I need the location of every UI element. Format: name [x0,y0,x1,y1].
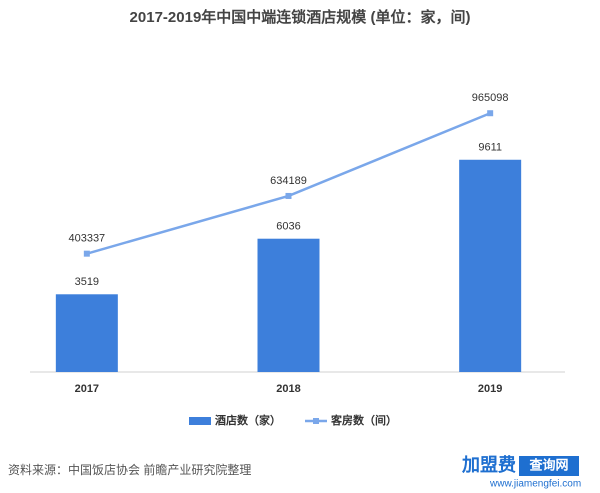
logo-brand: 加盟费 [461,455,516,475]
logo-tag: 查询网 [528,457,568,472]
bar-value-label: 6036 [276,221,300,233]
line-marker [83,250,90,257]
logo-box [519,456,579,476]
bar [459,159,522,372]
bar [55,294,118,372]
x-tick-label: 2019 [478,383,502,395]
line-marker [487,110,494,117]
logo: 加盟费 查询网 www.jiamengfei.com [461,455,581,490]
line-marker [285,192,292,199]
legend-label: 酒店数（家） [215,413,281,427]
x-tick-label: 2018 [276,383,300,395]
bar-value-label: 3519 [75,276,99,288]
line-value-label: 965098 [472,92,509,104]
chart-title: 2017-2019年中国中端连锁酒店规模 (单位：家，间) [130,8,471,26]
legend-swatch [313,418,319,424]
bar-value-label: 9611 [478,142,502,154]
source-note: 资料来源：中国饭店协会 前瞻产业研究院整理 [8,462,251,477]
logo-url: www.jiamengfei.com [489,479,581,490]
legend-label: 客房数（间） [330,413,397,427]
line-value-label: 634189 [270,175,307,187]
line-value-label: 403337 [68,233,105,245]
bar [257,238,320,372]
legend-swatch [189,417,211,425]
x-tick-label: 2017 [75,383,99,395]
